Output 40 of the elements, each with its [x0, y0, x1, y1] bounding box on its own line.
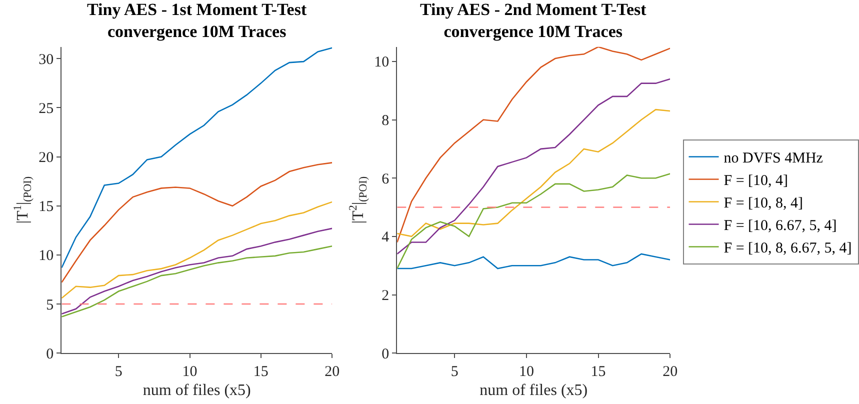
- x-tick-label: 15: [590, 364, 606, 380]
- y-tick-label: 2: [382, 288, 390, 304]
- y-tick-label: 25: [38, 100, 54, 117]
- line-series: [62, 47, 332, 268]
- y-tick-label: 5: [46, 297, 54, 314]
- y-tick-label: 30: [38, 52, 54, 68]
- x-axis-title: num of files (x5): [142, 382, 251, 399]
- legend-label: no DVFS 4MHz: [724, 150, 824, 167]
- chart-title: Tiny AES - 1st Moment T-Test convergence 10M Traces: [87, 0, 307, 42]
- legend-label: F = [10, 6.67, 5, 4]: [724, 218, 837, 234]
- line-series: [397, 108, 670, 238]
- y-tick-label: 8: [382, 113, 390, 130]
- x-axis-title: num of files (x5): [480, 382, 588, 399]
- y-tick-label: 10: [38, 248, 54, 264]
- line-series: [62, 201, 332, 299]
- line-series: [397, 173, 670, 270]
- line-series: [397, 78, 670, 255]
- line-series: [62, 162, 332, 284]
- y-tick-label: 10: [374, 54, 390, 71]
- line-series: [62, 245, 332, 318]
- y-tick-label: 4: [382, 230, 390, 246]
- x-tick-label: 5: [450, 364, 458, 380]
- legend-label: F = [10, 8, 6.67, 5, 4]: [724, 240, 852, 257]
- chart-title: Tiny AES - 2nd Moment T-Test convergence 10M Traces: [420, 0, 647, 42]
- x-tick-label: 20: [662, 364, 678, 380]
- x-tick-label: 20: [324, 364, 340, 380]
- x-tick-label: 10: [518, 364, 534, 380]
- line-series: [62, 228, 332, 314]
- legend-label: F = [10, 4]: [724, 173, 788, 190]
- y-tick-label: 6: [382, 171, 390, 188]
- y-tick-label: 20: [38, 150, 54, 166]
- x-tick-label: 15: [253, 364, 268, 380]
- legend-label: F = [10, 8, 4]: [724, 196, 804, 212]
- y-tick-label: 15: [38, 199, 54, 216]
- x-tick-label: 5: [114, 364, 122, 380]
- line-series: [397, 253, 670, 270]
- y-tick-label: 0: [46, 346, 54, 362]
- line-series: [397, 46, 670, 243]
- x-tick-label: 10: [182, 364, 198, 380]
- y-tick-label: 0: [382, 346, 390, 362]
